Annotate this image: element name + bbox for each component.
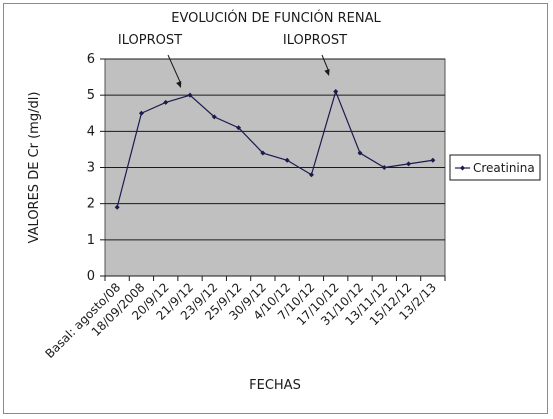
y-tick-label: 2 <box>87 197 95 212</box>
arrowhead <box>176 81 182 88</box>
data-point <box>211 114 217 120</box>
data-point <box>138 110 144 116</box>
data-point <box>163 99 169 105</box>
data-point <box>187 92 193 98</box>
data-point <box>430 157 436 163</box>
series-line <box>116 89 433 208</box>
legend: Creatinina <box>449 154 541 181</box>
x-axis-label: FECHAS <box>249 378 301 393</box>
annotation-label: ILOPROST <box>283 33 347 48</box>
data-point <box>308 172 314 178</box>
arrowhead <box>324 69 330 76</box>
y-axis-label: VALORES DE Cr (mg/dl) <box>27 92 42 244</box>
y-tick-label: 1 <box>87 233 95 248</box>
data-point <box>260 150 266 156</box>
annotations: ILOPROST ILOPROST <box>118 33 347 88</box>
gridlines <box>105 58 445 241</box>
data-point <box>381 165 387 170</box>
x-axis-ticks: Basal: agosto/0818/09/200820/9/1221/9/12… <box>42 275 446 361</box>
y-tick-label: 6 <box>87 52 95 67</box>
y-tick-label: 4 <box>87 124 95 139</box>
data-point <box>406 161 412 167</box>
data-point <box>333 89 339 95</box>
data-point <box>284 157 290 163</box>
legend-marker <box>460 165 465 171</box>
legend-label: Creatinina <box>473 161 535 175</box>
data-point <box>236 125 242 131</box>
data-point <box>357 150 363 156</box>
annotation-arrow <box>321 54 330 73</box>
y-tick-label: 0 <box>87 269 95 284</box>
series-layer <box>114 89 436 210</box>
y-tick-label: 5 <box>87 88 95 103</box>
chart-title: EVOLUCIÓN DE FUNCIÓN RENAL <box>171 10 381 26</box>
y-axis-ticks: 0 1 2 3 4 5 6 <box>87 52 105 284</box>
data-point <box>114 204 120 210</box>
y-tick-label: 3 <box>87 161 95 176</box>
annotation-arrow <box>167 54 182 85</box>
annotation-label: ILOPROST <box>118 33 182 48</box>
